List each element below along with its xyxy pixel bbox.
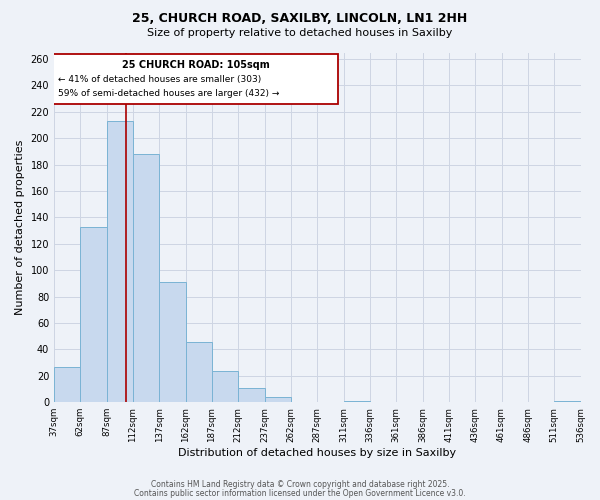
Bar [107, 121, 133, 402]
Text: 25, CHURCH ROAD, SAXILBY, LINCOLN, LN1 2HH: 25, CHURCH ROAD, SAXILBY, LINCOLN, LN1 2… [133, 12, 467, 26]
Text: 25 CHURCH ROAD: 105sqm: 25 CHURCH ROAD: 105sqm [122, 60, 269, 70]
Text: 59% of semi-detached houses are larger (432) →: 59% of semi-detached houses are larger (… [58, 90, 280, 98]
Bar [265, 397, 291, 402]
Text: Contains HM Land Registry data © Crown copyright and database right 2025.: Contains HM Land Registry data © Crown c… [151, 480, 449, 489]
Bar [54, 366, 80, 402]
Bar [344, 401, 370, 402]
Bar [212, 370, 238, 402]
Bar [160, 282, 185, 402]
Bar [554, 401, 581, 402]
Bar [185, 342, 212, 402]
Y-axis label: Number of detached properties: Number of detached properties [15, 140, 25, 315]
Bar [238, 388, 265, 402]
Text: Contains public sector information licensed under the Open Government Licence v3: Contains public sector information licen… [134, 488, 466, 498]
FancyBboxPatch shape [53, 54, 338, 104]
X-axis label: Distribution of detached houses by size in Saxilby: Distribution of detached houses by size … [178, 448, 457, 458]
Text: ← 41% of detached houses are smaller (303): ← 41% of detached houses are smaller (30… [58, 75, 262, 84]
Text: Size of property relative to detached houses in Saxilby: Size of property relative to detached ho… [148, 28, 452, 38]
Bar [80, 226, 107, 402]
Bar [133, 154, 160, 402]
